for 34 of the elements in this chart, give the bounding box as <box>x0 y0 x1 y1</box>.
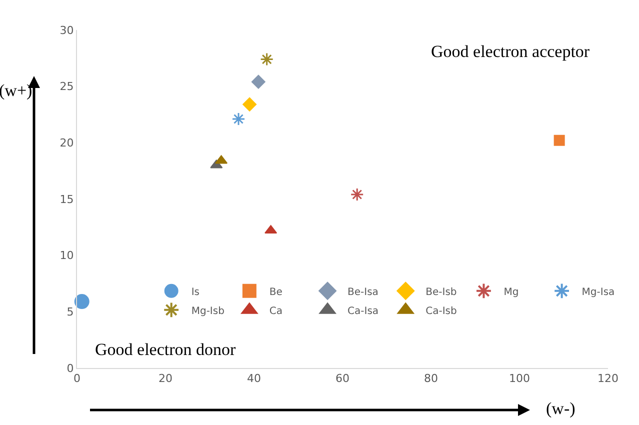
y-tick-label: 0 <box>66 362 74 375</box>
x-tick-label: 80 <box>424 372 438 386</box>
legend-label: Ca-Isb <box>426 306 457 317</box>
annotation: Good electron donor <box>95 340 236 359</box>
x-tick-label: 120 <box>598 372 618 386</box>
point <box>232 112 246 126</box>
point <box>554 134 565 146</box>
legend-label: Mg <box>504 286 519 298</box>
y-axis-title: (w+) <box>0 81 32 100</box>
point <box>251 74 266 89</box>
point <box>242 97 257 112</box>
legend-label: Mg-Isa <box>582 286 615 298</box>
x-tick-label: 40 <box>247 372 261 386</box>
legend-label: Be-Isb <box>426 286 457 298</box>
y-tick-label: 20 <box>60 136 74 150</box>
legend-label: Be <box>269 286 282 298</box>
legend-label: Is <box>191 286 200 298</box>
x-tick-label: 20 <box>158 372 172 386</box>
y-tick-label: 5 <box>66 306 74 319</box>
legend-label: Ca <box>269 306 283 317</box>
x-axis-title: (w-) <box>546 399 576 418</box>
y-tick-label: 15 <box>60 192 74 206</box>
x-tick-label: 60 <box>336 372 350 386</box>
annotation: Good electron acceptor <box>431 42 590 61</box>
legend-label: Be-Isa <box>348 286 378 298</box>
point <box>74 294 90 310</box>
point <box>350 188 364 202</box>
y-tick-label: 25 <box>60 80 74 94</box>
x-tick-label: 100 <box>509 372 530 386</box>
point <box>260 52 274 66</box>
y-tick-label: 30 <box>60 24 74 37</box>
legend-label: Mg-Isb <box>191 306 224 317</box>
legend-label: Ca-Isa <box>348 306 379 317</box>
y-tick-label: 10 <box>60 249 74 262</box>
